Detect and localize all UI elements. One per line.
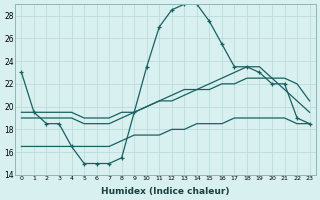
X-axis label: Humidex (Indice chaleur): Humidex (Indice chaleur) — [101, 187, 230, 196]
